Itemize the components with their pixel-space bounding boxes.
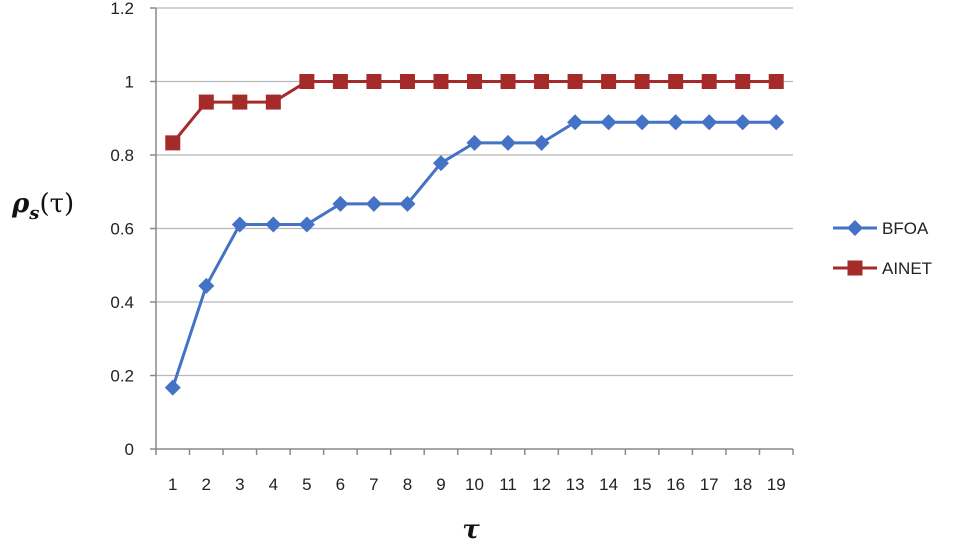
data-point [231, 216, 248, 233]
legend-item-ainet: AINET [833, 259, 932, 278]
series-bfoa [164, 114, 785, 396]
legend-label: BFOA [882, 219, 929, 238]
legend-item-bfoa: BFOA [833, 219, 929, 238]
axes [150, 7, 794, 455]
legend-marker [847, 220, 863, 236]
data-point [265, 94, 281, 110]
y-tick-labels: 0 0.2 0.4 0.6 0.8 1 1.2 [110, 0, 134, 459]
x-tick-label: 2 [202, 475, 211, 494]
data-point [701, 74, 717, 89]
data-point [332, 74, 348, 89]
y-tick-label: 0.6 [110, 220, 134, 239]
data-point [466, 134, 483, 151]
data-point [634, 74, 650, 89]
y-tick-label: 0.4 [110, 293, 134, 312]
data-point [567, 114, 584, 131]
data-point [533, 134, 550, 151]
x-tick-label: 15 [633, 475, 652, 494]
series-line-ainet [171, 80, 777, 144]
data-point [432, 155, 449, 172]
data-point [365, 195, 382, 212]
data-point [601, 74, 617, 89]
data-point [701, 114, 718, 131]
x-tick-label: 12 [532, 475, 551, 494]
x-tick-label: 7 [369, 475, 378, 494]
data-point [165, 135, 181, 151]
series-group [164, 74, 785, 396]
data-point [232, 94, 248, 110]
x-tick-label: 5 [302, 475, 311, 494]
x-tick-label: 19 [767, 475, 786, 494]
y-axis-label: ρs(τ) [11, 189, 74, 224]
series-ainet [165, 74, 784, 151]
data-point [534, 74, 550, 89]
data-point [399, 195, 416, 212]
data-point [298, 216, 315, 233]
x-tick-label: 18 [733, 475, 752, 494]
data-point [332, 195, 349, 212]
data-point [567, 74, 583, 89]
data-point [299, 74, 315, 89]
data-point [668, 74, 684, 89]
y-axis-label-sub: s [28, 203, 39, 224]
data-point [500, 74, 516, 89]
y-tick-label: 0 [125, 440, 134, 459]
data-point [399, 74, 415, 89]
data-point [198, 94, 214, 110]
x-tick-label: 4 [269, 475, 278, 494]
y-tick-label: 1.2 [110, 0, 134, 18]
data-point [366, 74, 382, 89]
data-point [600, 114, 617, 131]
data-point [768, 74, 784, 89]
x-tick-label: 17 [700, 475, 719, 494]
y-axis-label-main: ρ [11, 189, 30, 219]
data-point [768, 114, 785, 131]
gridlines [156, 7, 793, 377]
data-point [198, 277, 215, 294]
x-tick-label: 14 [599, 475, 618, 494]
data-point [735, 74, 751, 89]
data-point [634, 114, 651, 131]
y-tick-label: 1 [125, 73, 134, 92]
x-tick-label: 16 [666, 475, 685, 494]
x-tick-label: 6 [336, 475, 345, 494]
data-point [667, 114, 684, 131]
x-tick-label: 1 [168, 475, 177, 494]
series-line-bfoa [171, 120, 777, 389]
data-point [500, 134, 517, 151]
x-tick-label: 13 [566, 475, 585, 494]
data-point [433, 74, 449, 89]
x-tick-label: 9 [436, 475, 445, 494]
x-tick-label: 10 [465, 475, 484, 494]
legend: BFOA AINET [833, 219, 932, 278]
y-axis-label-arg: (τ) [39, 189, 74, 219]
data-point [734, 114, 751, 131]
y-tick-label: 0.2 [110, 367, 134, 386]
data-point [265, 216, 282, 233]
legend-marker [847, 260, 863, 276]
x-tick-labels: 1 2 3 4 5 6 7 8 9 10 11 12 13 14 15 16 17 18 19 [168, 475, 786, 494]
x-axis-label: τ [462, 515, 480, 544]
x-tick-label: 8 [403, 475, 412, 494]
x-tick-label: 3 [235, 475, 244, 494]
x-tick-label: 11 [499, 475, 517, 494]
data-point [467, 74, 482, 89]
y-tick-label: 0.8 [110, 146, 134, 165]
legend-label: AINET [882, 259, 932, 278]
data-point [164, 379, 181, 396]
